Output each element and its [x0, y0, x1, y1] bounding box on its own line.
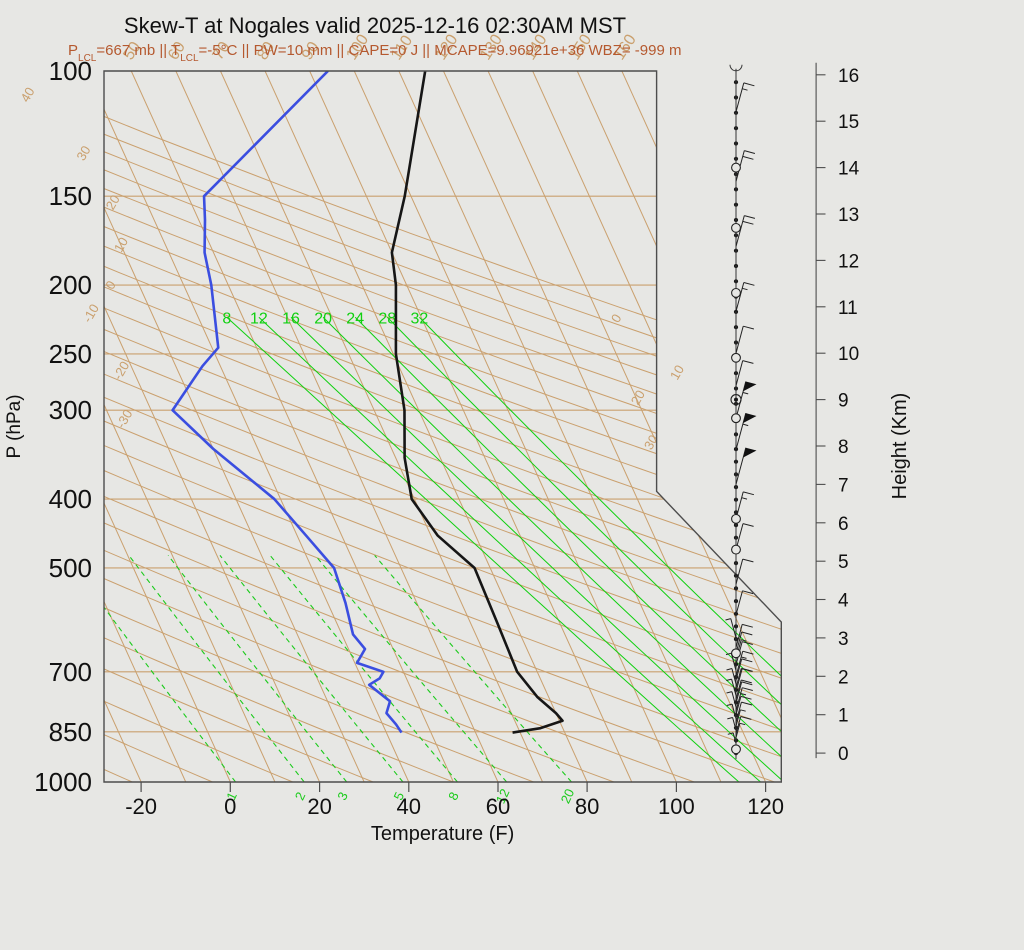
svg-text:0: 0 [838, 744, 849, 765]
svg-text:15: 15 [838, 112, 859, 133]
svg-text:700: 700 [49, 657, 92, 687]
svg-text:1: 1 [838, 706, 849, 727]
svg-text:10: 10 [838, 344, 859, 365]
svg-text:16: 16 [838, 66, 859, 87]
svg-text:Skew-T at Nogales valid 2025-1: Skew-T at Nogales valid 2025-12-16 02:30… [124, 13, 626, 38]
svg-text:4: 4 [838, 591, 849, 612]
svg-text:8: 8 [838, 437, 849, 458]
svg-text:3: 3 [838, 629, 849, 650]
svg-text:8: 8 [222, 310, 231, 327]
svg-text:400: 400 [49, 484, 92, 514]
svg-text:1000: 1000 [34, 767, 92, 797]
svg-text:250: 250 [49, 339, 92, 369]
svg-text:24: 24 [346, 310, 364, 327]
svg-text:14: 14 [838, 159, 860, 180]
svg-text:60: 60 [486, 794, 510, 819]
svg-text:9: 9 [838, 391, 849, 412]
svg-text:300: 300 [49, 395, 92, 425]
svg-text:850: 850 [49, 717, 92, 747]
svg-text:5: 5 [838, 552, 849, 573]
svg-text:32: 32 [411, 310, 429, 327]
svg-text:7: 7 [838, 475, 849, 496]
svg-text:-20: -20 [125, 794, 157, 819]
svg-text:Height (Km): Height (Km) [889, 393, 911, 500]
svg-text:40: 40 [397, 794, 421, 819]
svg-text:500: 500 [49, 553, 92, 583]
svg-text:16: 16 [282, 310, 300, 327]
svg-text:11: 11 [838, 298, 858, 319]
svg-text:Temperature (F): Temperature (F) [371, 823, 514, 845]
svg-text:28: 28 [378, 310, 396, 327]
svg-text:120: 120 [747, 794, 784, 819]
svg-text:12: 12 [250, 310, 268, 327]
svg-text:6: 6 [838, 514, 849, 535]
svg-text:13: 13 [838, 205, 859, 226]
svg-text:20: 20 [307, 794, 331, 819]
svg-text:100: 100 [658, 794, 695, 819]
svg-text:0: 0 [224, 794, 236, 819]
svg-text:12: 12 [838, 251, 859, 272]
svg-text:20: 20 [314, 310, 332, 327]
svg-text:80: 80 [575, 794, 599, 819]
svg-text:2: 2 [838, 667, 849, 688]
svg-text:P (hPa): P (hPa) [4, 394, 25, 458]
svg-text:200: 200 [49, 270, 92, 300]
svg-text:150: 150 [49, 181, 92, 211]
